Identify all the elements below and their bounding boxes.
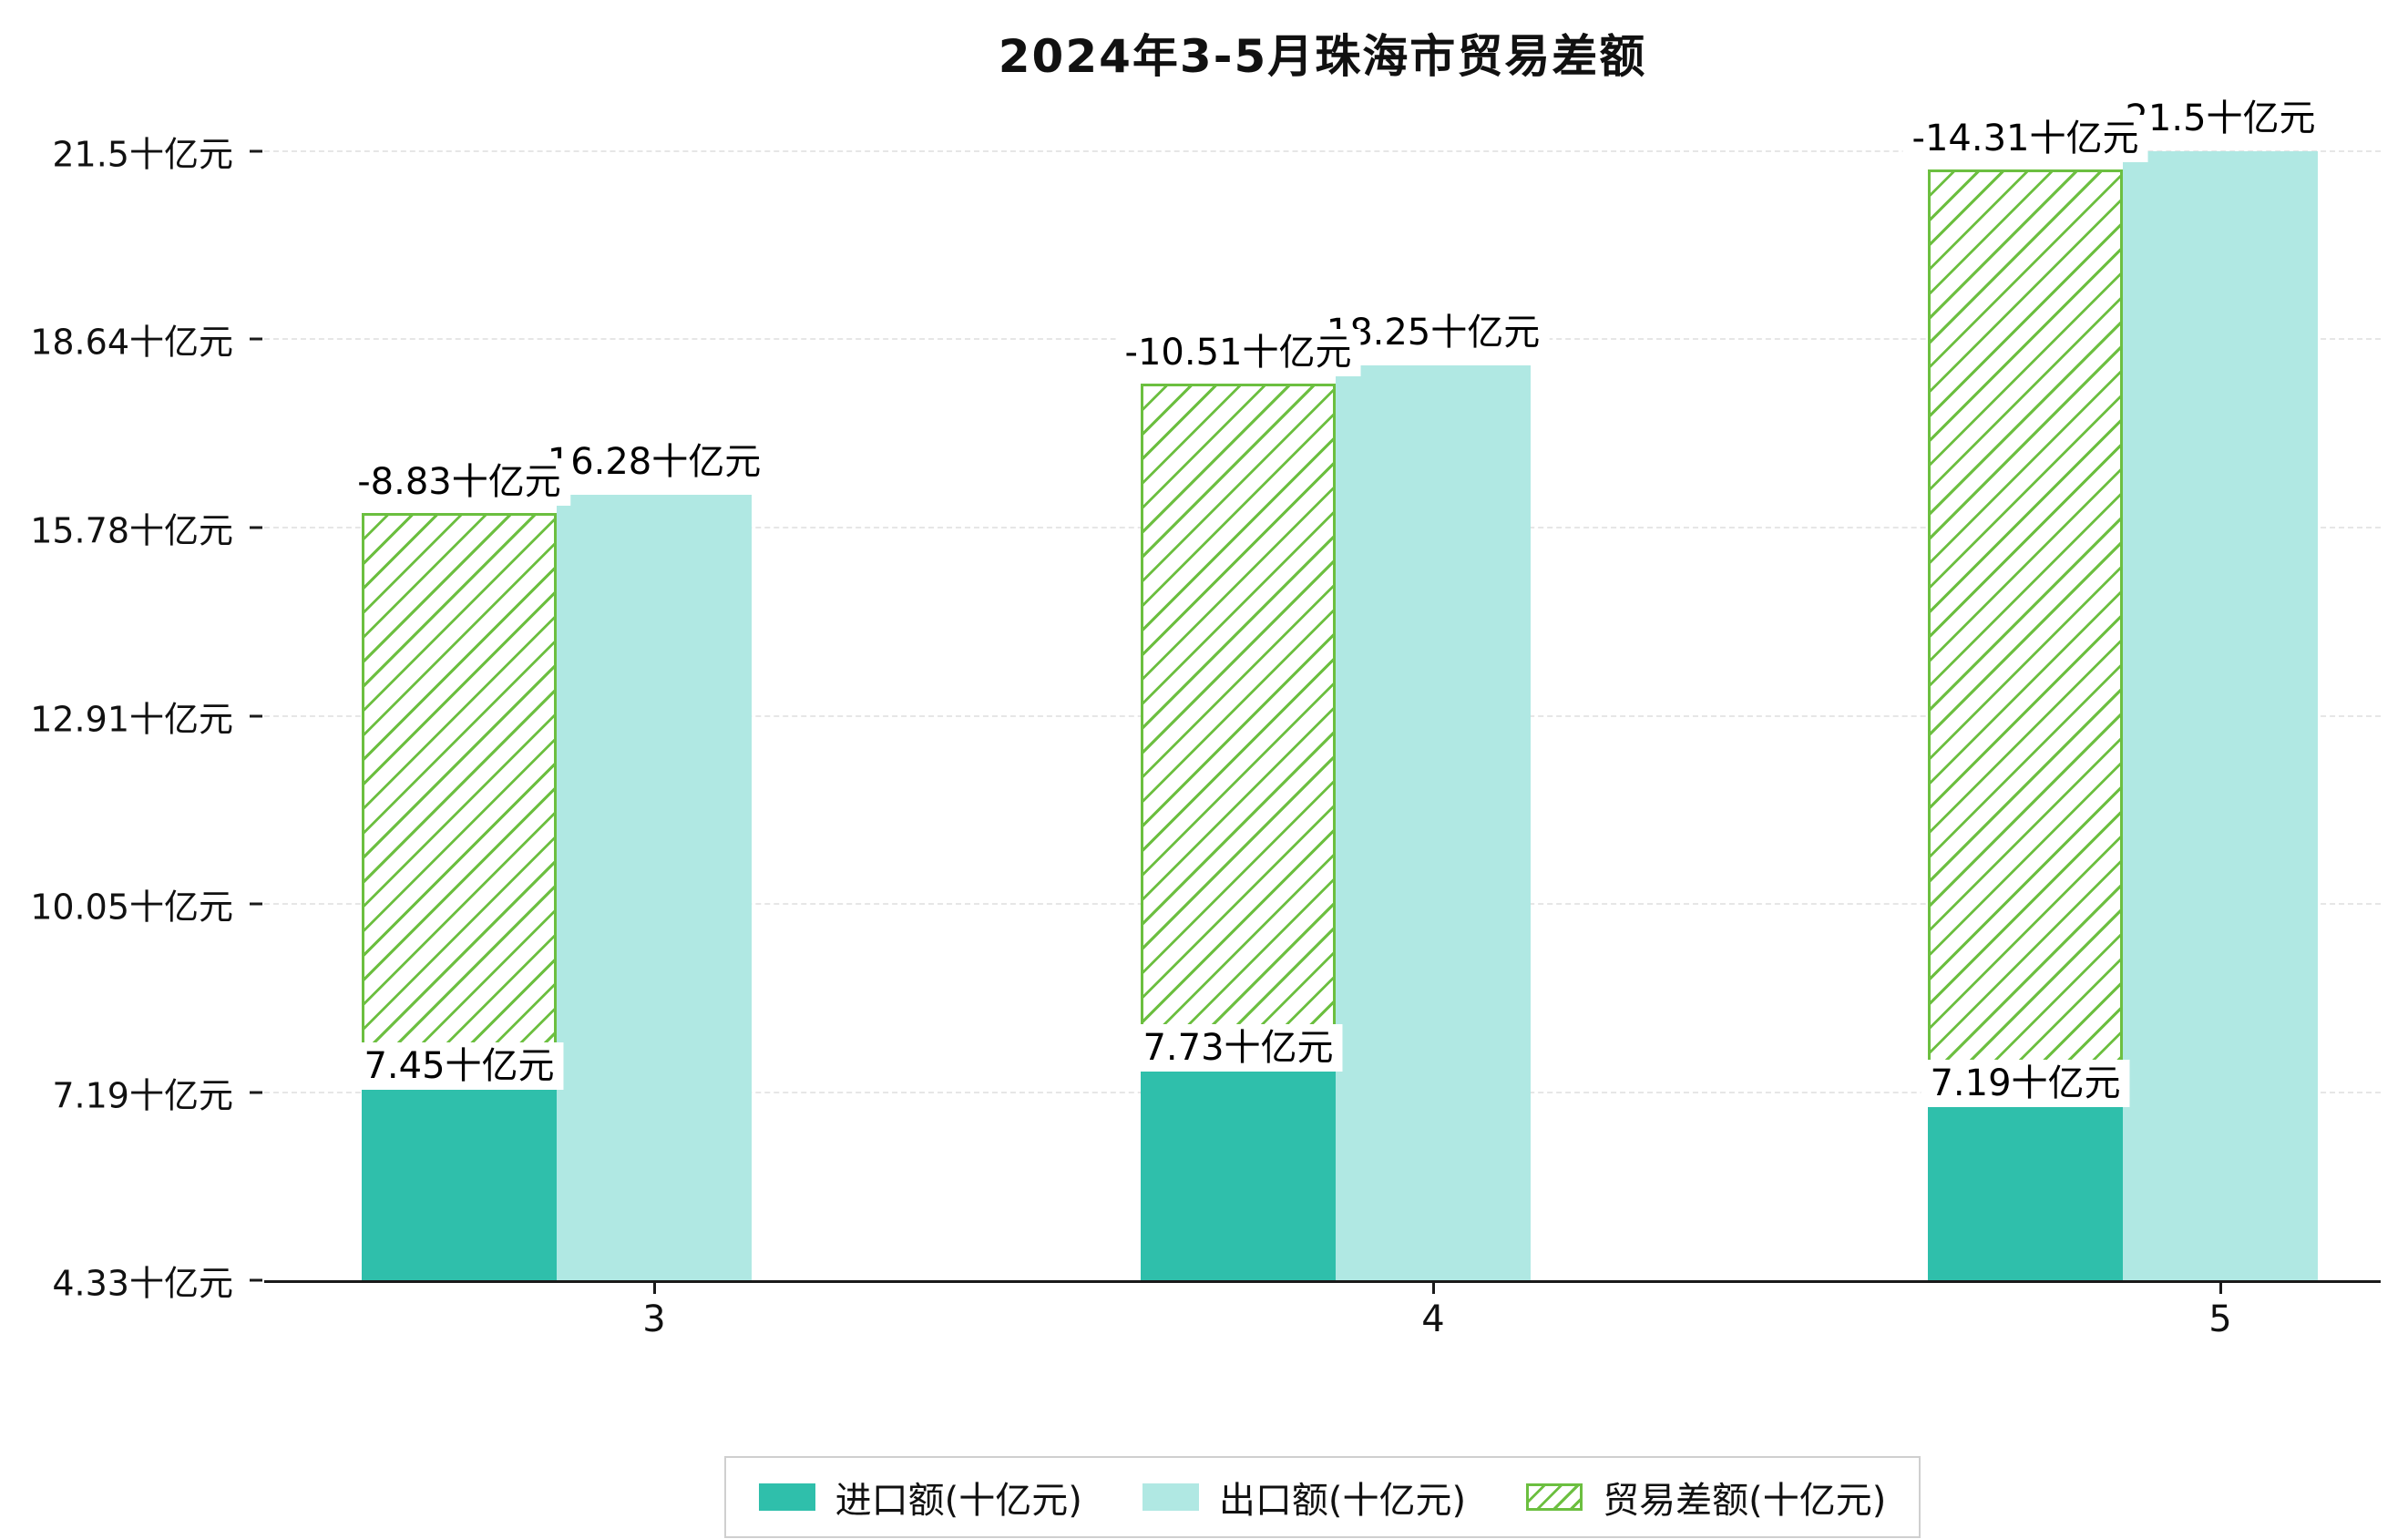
y-axis-tick-label: 7.19十亿元 xyxy=(52,1075,233,1116)
y-axis-tick-label: 10.05十亿元 xyxy=(30,887,233,928)
legend-label-import: 进口额(十亿元) xyxy=(835,1480,1082,1522)
y-tick-mark xyxy=(250,1278,262,1282)
import-bar xyxy=(362,1075,557,1280)
y-tick-mark xyxy=(250,526,262,529)
export-value-label: 16.28十亿元 xyxy=(538,438,771,486)
x-axis-line xyxy=(264,1280,2381,1283)
y-tick-mark xyxy=(250,337,262,341)
y-tick-mark xyxy=(250,1091,262,1094)
chart-title: 2024年3-5月珠海市贸易差额 xyxy=(998,30,1647,83)
legend-swatch-balance-hatched-icon xyxy=(1526,1483,1583,1511)
x-tick-mark xyxy=(653,1283,656,1294)
y-axis-tick-label: 21.5十亿元 xyxy=(52,134,233,175)
legend: 进口额(十亿元) 出口额(十亿元) 贸易差额(十亿元) xyxy=(264,1456,2381,1538)
legend-swatch-import xyxy=(758,1483,815,1511)
gridline xyxy=(264,150,2381,152)
legend-label-balance: 贸易差额(十亿元) xyxy=(1603,1480,1887,1522)
y-tick-mark xyxy=(250,714,262,718)
import-value-label: 7.45十亿元 xyxy=(354,1042,564,1090)
y-axis-tick-label: 15.78十亿元 xyxy=(30,510,233,551)
import-value-label: 7.73十亿元 xyxy=(1133,1024,1343,1072)
x-axis-tick-label: 5 xyxy=(2208,1298,2232,1340)
y-tick-mark xyxy=(250,902,262,906)
import-bar xyxy=(1141,1057,1336,1280)
x-tick-mark xyxy=(1432,1283,1435,1294)
export-bar xyxy=(557,495,752,1280)
legend-item-balance: 贸易差额(十亿元) xyxy=(1526,1471,1886,1524)
x-axis-tick-label: 4 xyxy=(1421,1298,1445,1340)
export-bar xyxy=(2123,151,2318,1280)
legend-swatch-export xyxy=(1142,1483,1199,1511)
import-value-label: 7.19十亿元 xyxy=(1921,1060,2130,1107)
legend-box: 进口额(十亿元) 出口额(十亿元) 贸易差额(十亿元) xyxy=(723,1456,1921,1538)
trade-balance-bar xyxy=(1928,169,2123,1093)
y-axis-tick-label: 12.91十亿元 xyxy=(30,699,233,740)
y-axis-tick-label: 4.33十亿元 xyxy=(52,1263,233,1304)
y-tick-mark xyxy=(250,149,262,153)
x-tick-mark xyxy=(2219,1283,2222,1294)
export-bar xyxy=(1336,365,1531,1280)
trade-balance-bar xyxy=(362,513,557,1075)
balance-value-label: -14.31十亿元 xyxy=(1902,115,2148,162)
import-bar xyxy=(1928,1093,2123,1280)
legend-item-export: 出口额(十亿元) xyxy=(1142,1471,1467,1524)
legend-label-export: 出口额(十亿元) xyxy=(1218,1480,1467,1522)
trade-balance-bar xyxy=(1141,384,1336,1057)
x-axis-tick-label: 3 xyxy=(642,1298,666,1340)
legend-item-import: 进口额(十亿元) xyxy=(758,1471,1082,1524)
balance-value-label: -10.51十亿元 xyxy=(1115,329,1361,376)
export-value-label: 21.5十亿元 xyxy=(2116,95,2325,142)
balance-value-label: -8.83十亿元 xyxy=(348,458,570,506)
y-axis-tick-label: 18.64十亿元 xyxy=(30,322,233,363)
